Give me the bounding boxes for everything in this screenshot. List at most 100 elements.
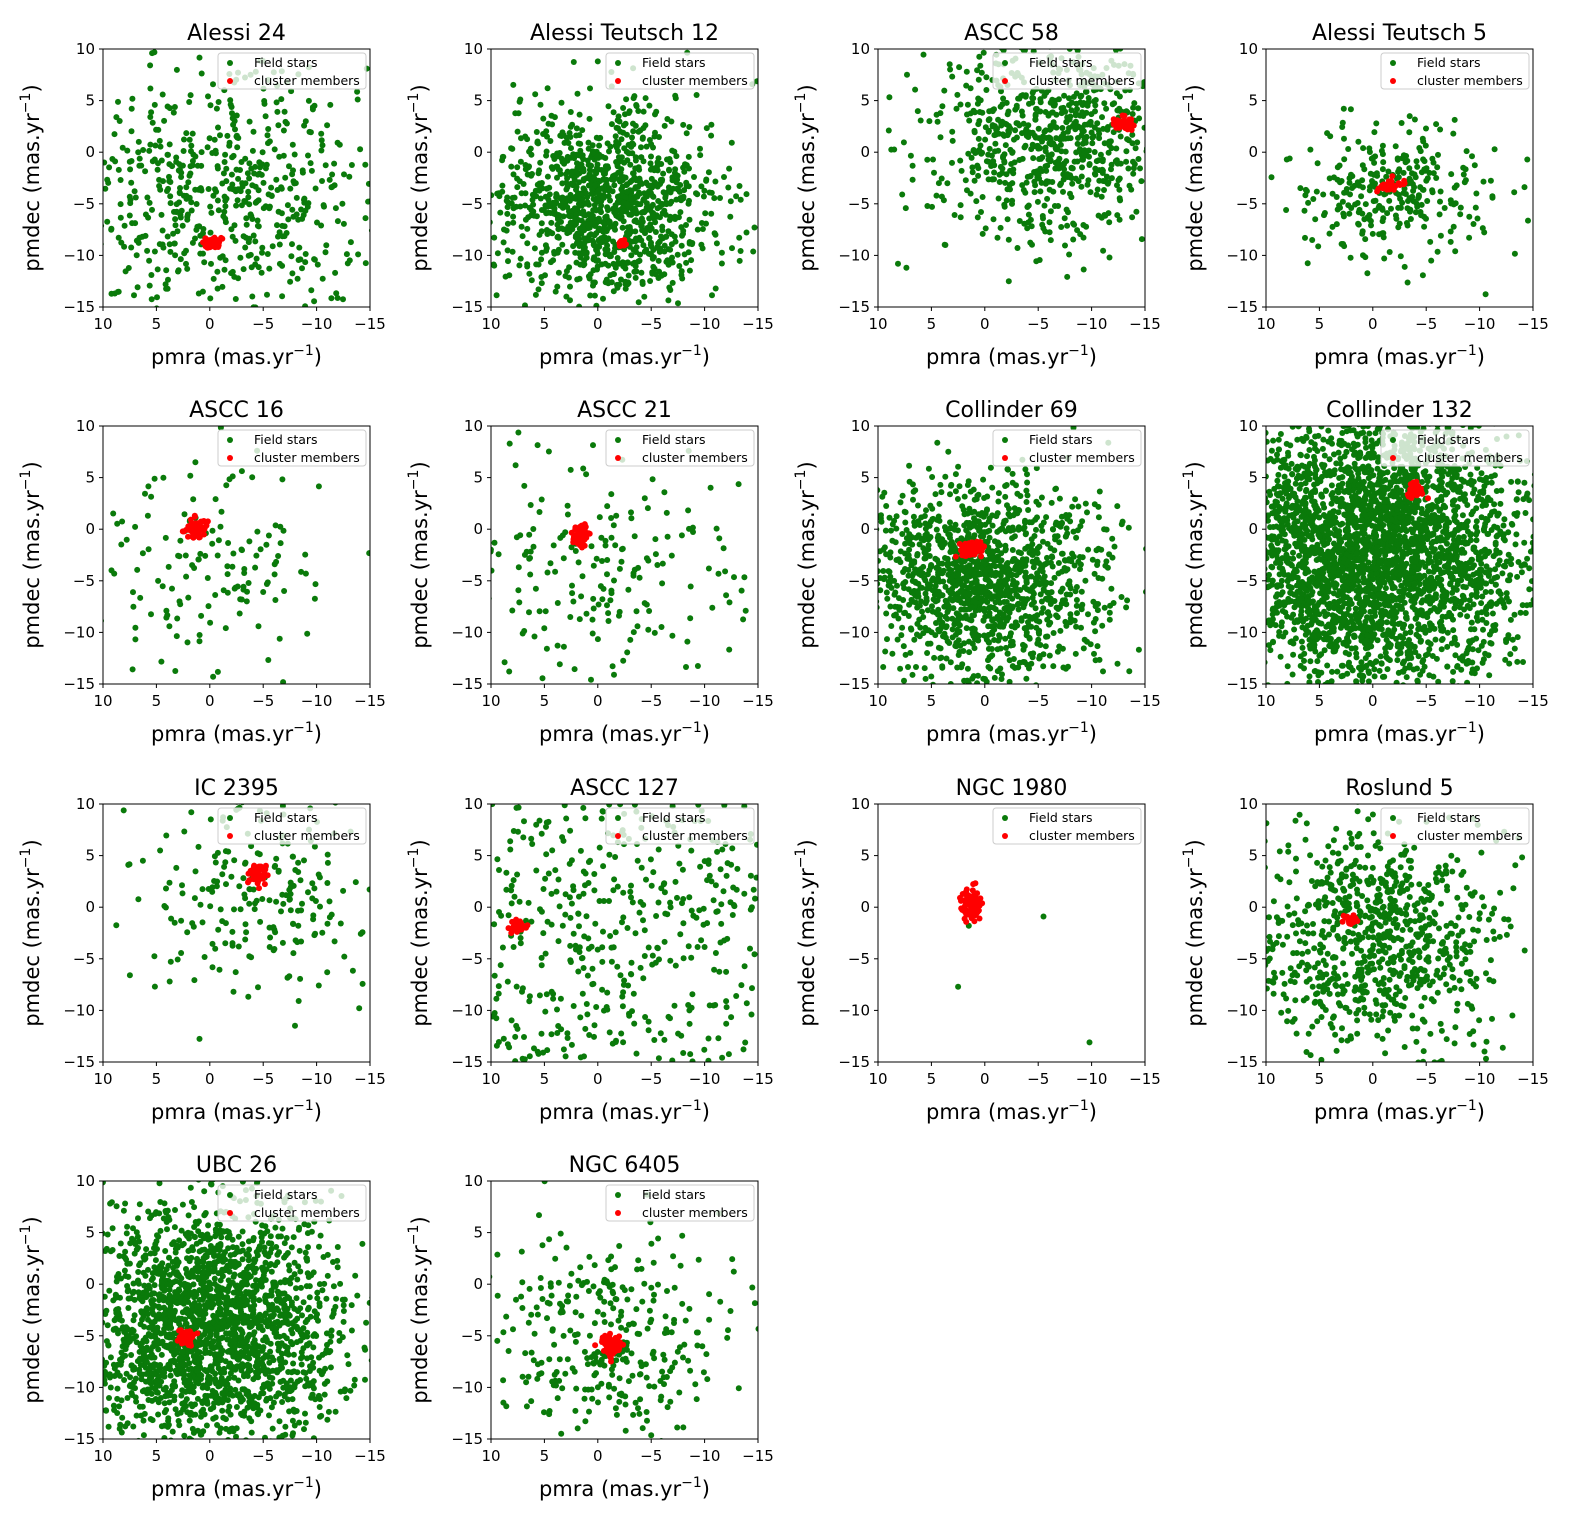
field-star-point — [289, 141, 296, 148]
field-star-point — [1006, 678, 1013, 684]
field-star-point — [866, 615, 872, 621]
y-tick-label: −5 — [73, 572, 95, 590]
field-star-point — [1315, 243, 1322, 250]
field-star-point — [1022, 466, 1029, 473]
field-star-point — [590, 282, 596, 289]
field-star-point — [1362, 201, 1369, 208]
field-star-point — [957, 202, 964, 209]
field-star-point — [1362, 254, 1369, 261]
field-star-point — [1037, 99, 1044, 106]
field-star-point — [878, 612, 879, 614]
field-star-point — [689, 524, 696, 531]
field-star-point — [909, 671, 916, 678]
legend-member-marker — [1390, 78, 1396, 84]
field-star-point — [629, 150, 636, 157]
field-star-point — [715, 686, 721, 692]
field-star-point — [1061, 166, 1068, 173]
field-star-point — [237, 188, 244, 195]
field-star-point — [982, 576, 989, 583]
field-star-point — [494, 250, 501, 257]
field-star-point — [1149, 172, 1155, 178]
field-star-point — [461, 238, 467, 244]
field-star-point — [1023, 675, 1030, 682]
field-star-point — [1041, 128, 1048, 135]
field-star-point — [1133, 208, 1140, 215]
field-star-point — [901, 677, 907, 684]
field-star-point — [1116, 105, 1123, 112]
field-star-point — [924, 607, 931, 614]
field-star-point — [934, 439, 941, 446]
field-star-point — [1113, 145, 1120, 152]
field-star-point — [538, 228, 545, 235]
field-star-point — [979, 109, 986, 116]
field-star-point — [1091, 98, 1097, 105]
field-star-point — [899, 624, 906, 631]
field-star-point — [84, 230, 90, 236]
field-star-point — [914, 108, 921, 115]
field-star-point — [1369, 230, 1376, 237]
x-tick-label: −5 — [1415, 315, 1437, 333]
field-star-point — [899, 191, 906, 198]
field-star-point — [567, 109, 574, 115]
field-star-point — [1436, 211, 1443, 218]
field-star-point — [630, 128, 637, 135]
field-star-point — [1351, 182, 1358, 189]
field-star-point — [736, 257, 743, 264]
field-star-point — [189, 158, 196, 164]
field-star-point — [558, 225, 565, 232]
field-star-point — [711, 230, 718, 237]
field-star-point — [247, 211, 254, 218]
field-star-point — [694, 226, 701, 233]
field-star-point — [581, 239, 588, 246]
field-star-point — [77, 76, 83, 82]
field-star-point — [935, 592, 942, 599]
field-star-point — [188, 207, 195, 214]
field-star-point — [932, 632, 939, 639]
legend-member-marker — [227, 78, 233, 84]
field-star-point — [1004, 216, 1011, 223]
field-star-point — [128, 128, 135, 135]
field-star-point — [659, 580, 666, 587]
field-star-point — [649, 255, 656, 262]
field-star-point — [1023, 579, 1030, 586]
field-star-point — [1072, 112, 1079, 119]
x-tick-label: 0 — [980, 315, 990, 333]
field-star-point — [607, 597, 614, 604]
field-star-point — [585, 387, 591, 393]
field-star-point — [547, 339, 553, 345]
field-star-point — [365, 198, 370, 205]
field-star-point — [1347, 254, 1354, 261]
field-star-point — [1105, 149, 1112, 156]
field-star-point — [232, 186, 239, 193]
field-star-point — [218, 508, 225, 515]
field-star-point — [1020, 659, 1027, 665]
field-star-point — [1441, 205, 1448, 211]
field-star-point — [1453, 182, 1460, 189]
field-star-point — [47, 238, 53, 244]
field-star-point — [247, 251, 254, 258]
field-star-point — [95, 164, 101, 170]
field-star-point — [694, 663, 701, 669]
field-star-point — [1001, 518, 1008, 525]
field-star-point — [680, 227, 687, 234]
field-star-point — [1153, 81, 1159, 87]
field-star-point — [148, 296, 155, 303]
field-star-point — [903, 527, 910, 533]
field-star-point — [1173, 94, 1179, 100]
field-star-point — [305, 200, 312, 207]
field-star-point — [604, 602, 610, 609]
field-star-point — [576, 239, 583, 246]
y-tick-label: 10 — [464, 417, 483, 435]
field-star-point — [580, 465, 587, 472]
field-star-point — [535, 170, 542, 177]
field-star-point — [829, 642, 835, 648]
field-star-point — [1079, 102, 1086, 108]
legend-label: cluster members — [254, 73, 360, 88]
field-star-point — [184, 265, 191, 272]
field-star-point — [1038, 494, 1045, 501]
field-star-point — [1437, 126, 1444, 133]
field-star-point — [1079, 109, 1086, 116]
field-star-point — [652, 129, 658, 136]
field-star-point — [147, 114, 154, 120]
field-star-point — [629, 134, 635, 141]
